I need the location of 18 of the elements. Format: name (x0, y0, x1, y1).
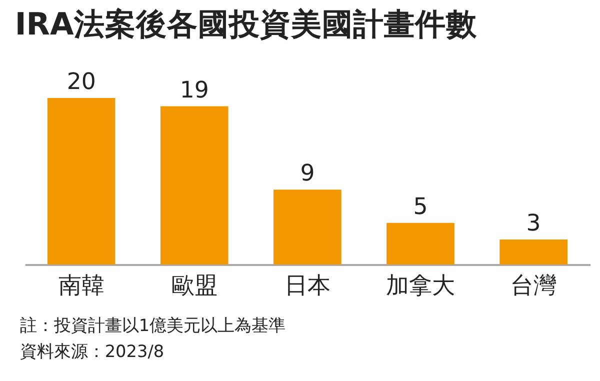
x-tick-label: 日本 (284, 272, 330, 299)
data-label: 20 (66, 69, 96, 96)
text: 註：投資計畫以1億美元以上為基準 (20, 314, 286, 335)
bar (386, 222, 454, 265)
data-label: 3 (526, 210, 541, 237)
bar (160, 106, 228, 265)
data-label: 19 (180, 77, 209, 104)
source-note: 資料來源：2023/8 (20, 340, 164, 361)
data-label: 9 (300, 160, 315, 187)
x-tick-label: 加拿大 (386, 272, 455, 299)
x-tick-label: 南韓 (58, 272, 104, 299)
bar (274, 190, 342, 265)
bar (500, 240, 568, 265)
data-label: 5 (413, 194, 428, 220)
x-tick-label: 歐盟 (171, 272, 218, 299)
x-tick-label: 台灣 (510, 272, 557, 299)
chart-title: IRA法案後各國投資美國計畫件數 (14, 6, 478, 42)
bar (47, 98, 116, 265)
